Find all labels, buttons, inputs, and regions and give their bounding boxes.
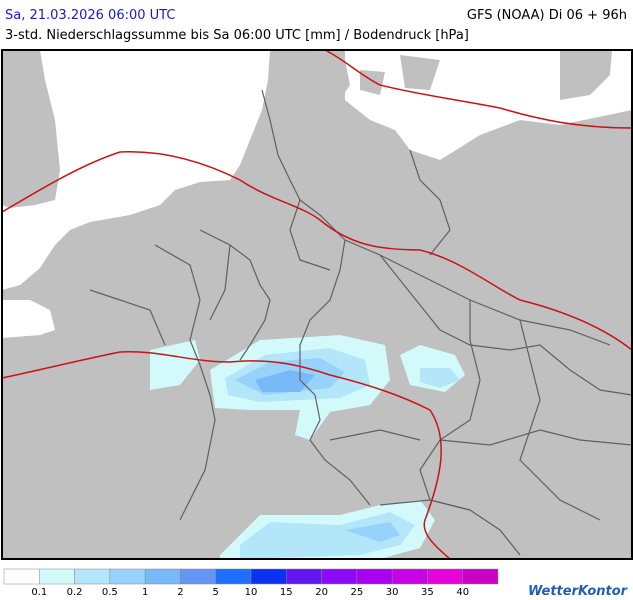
legend-swatch [39, 568, 75, 585]
legend-label: 10 [245, 587, 258, 598]
legend-label: 1 [142, 587, 148, 598]
legend-label: 20 [315, 587, 328, 598]
logo: WetterKontor [528, 584, 629, 599]
legend-swatch [427, 568, 463, 585]
legend-label: 35 [421, 587, 434, 598]
legend-swatch [74, 568, 111, 585]
legend-swatch [356, 568, 393, 585]
date-label: Sa, 21.03.2026 06:00 UTC [5, 8, 175, 23]
legend-label: 2 [177, 587, 183, 598]
legend-label: 0.1 [31, 587, 47, 598]
legend-swatch [3, 568, 40, 585]
legend-swatch [286, 568, 322, 585]
legend-label: 25 [350, 587, 363, 598]
legend-swatch [109, 568, 146, 585]
subtitle: 3-std. Niederschlagssumme bis Sa 06:00 U… [5, 28, 469, 43]
legend-label: 15 [280, 587, 293, 598]
legend-swatch [391, 568, 428, 585]
legend-swatch [144, 568, 181, 585]
legend-label: 40 [456, 587, 469, 598]
legend-label: 0.5 [102, 587, 118, 598]
legend-swatch [215, 568, 252, 585]
map [1, 49, 633, 560]
legend-label: 5 [213, 587, 219, 598]
legend-label: 0.2 [67, 587, 83, 598]
legend: 0.1 0.2 0.5 1 2 5 10 15 20 25 30 35 40 [3, 568, 499, 598]
legend-swatch [180, 568, 216, 585]
legend-swatch [250, 568, 287, 585]
legend-swatch [462, 568, 499, 585]
model-label: GFS (NOAA) Di 06 + 96h [467, 8, 627, 23]
legend-swatch [321, 568, 358, 585]
legend-label: 30 [386, 587, 399, 598]
